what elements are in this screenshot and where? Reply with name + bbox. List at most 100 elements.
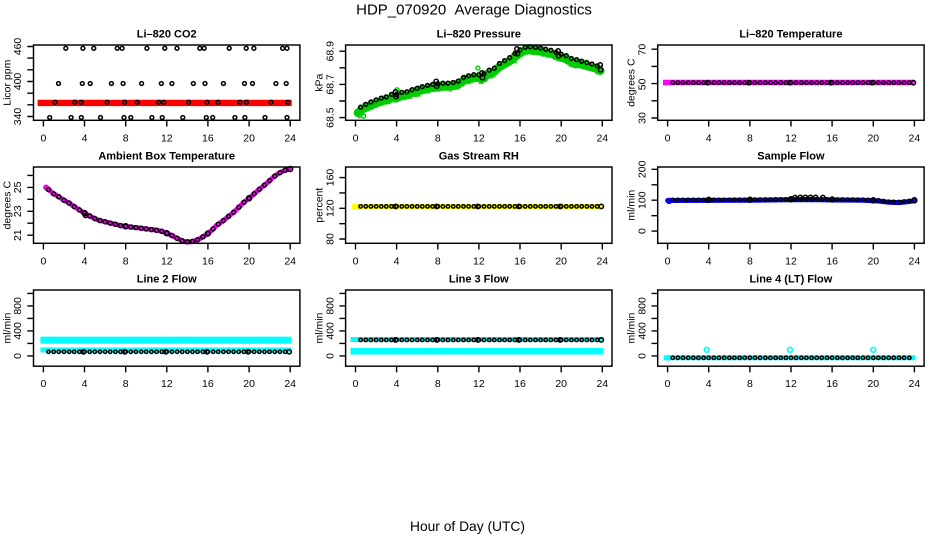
svg-text:8: 8 xyxy=(435,132,441,144)
svg-text:20: 20 xyxy=(867,255,879,267)
svg-text:24: 24 xyxy=(909,255,921,267)
svg-text:70: 70 xyxy=(636,44,648,56)
svg-text:80: 80 xyxy=(324,233,336,245)
svg-text:800: 800 xyxy=(12,297,24,315)
svg-text:12: 12 xyxy=(473,255,485,267)
svg-text:12: 12 xyxy=(161,378,173,390)
svg-text:Ambient Box Temperature: Ambient Box Temperature xyxy=(98,151,235,163)
svg-text:Line 2 Flow: Line 2 Flow xyxy=(137,274,197,286)
svg-text:0: 0 xyxy=(665,378,671,390)
svg-text:4: 4 xyxy=(706,132,712,144)
svg-text:20: 20 xyxy=(867,132,879,144)
svg-text:ml/min: ml/min xyxy=(2,312,14,343)
svg-text:Gas Stream RH: Gas Stream RH xyxy=(439,151,519,163)
svg-text:4: 4 xyxy=(706,255,712,267)
svg-text:0: 0 xyxy=(353,378,359,390)
svg-text:0: 0 xyxy=(665,255,671,267)
svg-text:24: 24 xyxy=(284,132,296,144)
svg-text:4: 4 xyxy=(706,378,712,390)
svg-text:8: 8 xyxy=(747,378,753,390)
svg-text:0: 0 xyxy=(665,132,671,144)
svg-text:4: 4 xyxy=(82,378,88,390)
svg-text:0: 0 xyxy=(40,255,46,267)
svg-text:degrees C: degrees C xyxy=(626,58,638,107)
svg-text:4: 4 xyxy=(82,132,88,144)
svg-text:200: 200 xyxy=(636,160,648,178)
svg-text:12: 12 xyxy=(785,255,797,267)
svg-text:24: 24 xyxy=(909,378,921,390)
svg-text:16: 16 xyxy=(202,132,214,144)
svg-text:kPa: kPa xyxy=(314,73,326,91)
svg-text:24: 24 xyxy=(284,378,296,390)
svg-text:20: 20 xyxy=(243,255,255,267)
svg-text:Line 3 Flow: Line 3 Flow xyxy=(449,274,509,286)
svg-text:Li–820 CO2: Li–820 CO2 xyxy=(137,29,197,41)
svg-text:8: 8 xyxy=(435,378,441,390)
svg-text:12: 12 xyxy=(473,132,485,144)
svg-text:4: 4 xyxy=(82,255,88,267)
svg-text:16: 16 xyxy=(514,255,526,267)
svg-text:ml/min: ml/min xyxy=(314,312,326,343)
svg-text:8: 8 xyxy=(747,255,753,267)
svg-text:460: 460 xyxy=(12,38,24,56)
svg-text:Sample Flow: Sample Flow xyxy=(757,151,825,163)
svg-text:24: 24 xyxy=(596,132,608,144)
svg-text:ml/min: ml/min xyxy=(626,190,638,221)
svg-text:16: 16 xyxy=(826,378,838,390)
svg-text:400: 400 xyxy=(12,322,24,340)
svg-text:8: 8 xyxy=(747,132,753,144)
svg-text:16: 16 xyxy=(514,132,526,144)
svg-text:50: 50 xyxy=(636,78,648,90)
svg-text:20: 20 xyxy=(555,132,567,144)
svg-text:4: 4 xyxy=(394,132,400,144)
svg-text:30: 30 xyxy=(636,112,648,124)
svg-text:0: 0 xyxy=(324,353,336,359)
svg-text:20: 20 xyxy=(867,378,879,390)
svg-text:8: 8 xyxy=(123,132,129,144)
svg-text:12: 12 xyxy=(785,132,797,144)
svg-text:16: 16 xyxy=(826,132,838,144)
svg-text:160: 160 xyxy=(324,169,336,187)
svg-text:percent: percent xyxy=(314,188,326,223)
svg-text:Line 4 (LT) Flow: Line 4 (LT) Flow xyxy=(749,274,832,286)
svg-text:800: 800 xyxy=(636,297,648,315)
svg-text:23: 23 xyxy=(12,205,24,217)
svg-text:24: 24 xyxy=(909,132,921,144)
svg-text:16: 16 xyxy=(826,255,838,267)
svg-text:21: 21 xyxy=(12,229,24,241)
svg-text:Li–820 Pressure: Li–820 Pressure xyxy=(437,29,521,41)
svg-text:100: 100 xyxy=(636,191,648,209)
svg-text:8: 8 xyxy=(123,255,129,267)
svg-text:8: 8 xyxy=(123,378,129,390)
svg-text:0: 0 xyxy=(353,132,359,144)
svg-text:16: 16 xyxy=(202,378,214,390)
svg-text:12: 12 xyxy=(785,378,797,390)
svg-text:400: 400 xyxy=(636,322,648,340)
svg-text:12: 12 xyxy=(473,378,485,390)
svg-text:Hour of Day (UTC): Hour of Day (UTC) xyxy=(410,519,525,534)
svg-text:degrees C: degrees C xyxy=(2,181,14,230)
svg-text:12: 12 xyxy=(161,255,173,267)
svg-text:16: 16 xyxy=(202,255,214,267)
svg-text:25: 25 xyxy=(12,181,24,193)
svg-text:4: 4 xyxy=(394,378,400,390)
svg-text:8: 8 xyxy=(435,255,441,267)
svg-text:68.7: 68.7 xyxy=(324,74,336,95)
svg-text:68.5: 68.5 xyxy=(324,107,336,128)
svg-text:0: 0 xyxy=(12,353,24,359)
svg-text:0: 0 xyxy=(353,255,359,267)
svg-text:340: 340 xyxy=(12,108,24,126)
svg-text:0: 0 xyxy=(636,353,648,359)
svg-text:24: 24 xyxy=(596,378,608,390)
svg-text:HDP_070920 Average Diagnostic: HDP_070920 Average Diagnostics xyxy=(356,2,592,19)
svg-text:400: 400 xyxy=(324,322,336,340)
svg-text:120: 120 xyxy=(324,199,336,217)
svg-text:12: 12 xyxy=(161,132,173,144)
svg-text:4: 4 xyxy=(394,255,400,267)
svg-text:20: 20 xyxy=(243,378,255,390)
svg-text:ml/min: ml/min xyxy=(626,312,638,343)
svg-text:20: 20 xyxy=(555,378,567,390)
svg-text:0: 0 xyxy=(40,378,46,390)
svg-text:0: 0 xyxy=(636,228,648,234)
svg-text:68.9: 68.9 xyxy=(324,41,336,62)
